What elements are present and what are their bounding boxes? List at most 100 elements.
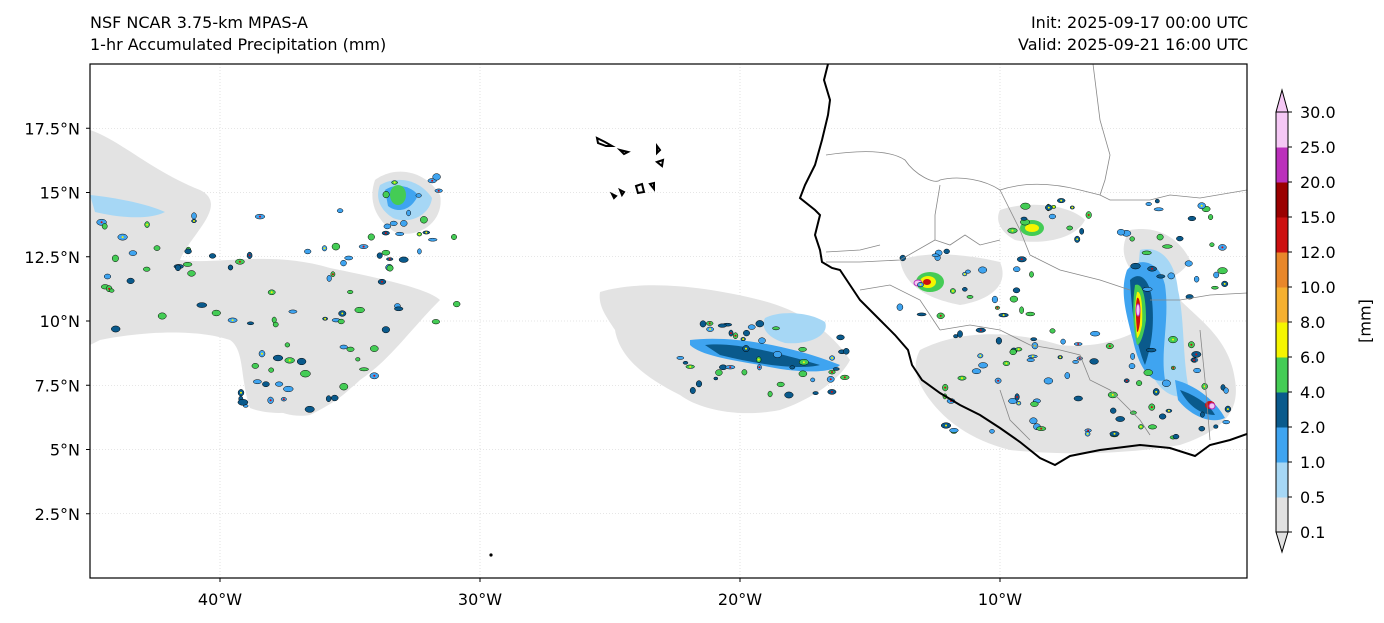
precip-cell-core: [331, 273, 334, 276]
precip-cell: [957, 330, 963, 338]
precip-cell: [1176, 235, 1184, 242]
precip-cell: [1222, 420, 1230, 425]
precip-cell: [367, 233, 375, 241]
precip-cell: [191, 212, 197, 220]
precip-cell-core: [742, 338, 745, 341]
precip-cell: [1029, 271, 1034, 278]
precip-cell-core: [831, 357, 834, 359]
precip-cell-core: [384, 232, 387, 235]
precip-cell-core: [261, 352, 263, 355]
precip-cell-core: [1059, 356, 1062, 359]
precip-cell: [227, 264, 234, 271]
precip-cell: [370, 345, 379, 352]
colorbar-extend-min: [1275, 531, 1289, 554]
precip-cell-core: [1076, 238, 1079, 241]
precip-cell: [1048, 213, 1056, 220]
precip-cell-core: [288, 359, 291, 362]
precip-cell-core: [1193, 359, 1195, 362]
precip-cell: [325, 395, 332, 403]
precip-cell: [304, 405, 315, 413]
precip-cell: [184, 248, 192, 255]
precip-cell-core: [1125, 379, 1128, 382]
precip-cell-core: [831, 371, 833, 374]
colorbar-segment: [1276, 322, 1288, 358]
precip-cell: [417, 248, 422, 255]
precip-cell: [428, 237, 438, 242]
precip-cell: [966, 295, 974, 299]
precip-cell: [381, 326, 390, 334]
colorbar-segment: [1276, 287, 1288, 323]
precip-cell-core: [1005, 362, 1008, 365]
precip-cell: [810, 377, 816, 383]
precip-cell: [971, 368, 982, 375]
precip-cell: [451, 234, 457, 240]
precip-cell: [695, 380, 703, 388]
precip-cell: [300, 370, 311, 378]
precip-cell: [1064, 372, 1071, 380]
precip-cell: [1116, 228, 1126, 236]
colorbar-tick-label: 15.0: [1300, 208, 1336, 227]
precip-cell-core: [1226, 408, 1229, 411]
precip-cell: [283, 385, 294, 393]
precip-cell-core: [758, 366, 761, 369]
precip-cell: [1072, 360, 1079, 364]
precip-cell-core: [1190, 343, 1193, 346]
title-block: NSF NCAR 3.75-km MPAS-A 1-hr Accumulated…: [90, 12, 386, 56]
precip-cell: [1066, 225, 1073, 231]
precip-cell-core: [1071, 206, 1074, 209]
precip-cell: [931, 253, 940, 258]
precip-cell: [772, 326, 780, 331]
precip-cell: [1142, 287, 1153, 292]
precip-cell: [251, 363, 259, 369]
island-marker: [489, 553, 493, 557]
lon-tick-label: 20°W: [718, 590, 762, 609]
precip-cell: [1223, 387, 1229, 394]
precip-cell: [1019, 306, 1024, 314]
precip-cell: [1211, 285, 1219, 290]
precip-cell: [331, 242, 341, 251]
precip-cell: [784, 391, 794, 399]
precip-cell-core: [919, 283, 922, 286]
precip-cell: [304, 248, 312, 255]
precip-cell: [208, 253, 217, 259]
precip-cell-core: [730, 332, 732, 335]
precip-cell: [1167, 272, 1175, 280]
precip-cell: [143, 266, 151, 272]
precip-cell: [376, 252, 383, 259]
coastline: [595, 64, 1247, 467]
precip-cell: [1020, 202, 1031, 210]
precip-cell: [182, 262, 193, 267]
precip-cell: [1049, 328, 1056, 334]
precip-cell-core: [431, 179, 434, 182]
valid-time: Valid: 2025-09-21 16:00 UTC: [1017, 35, 1248, 54]
precip-cell-core: [829, 378, 832, 381]
precip-cell: [237, 399, 249, 406]
colorbar-segment: [1276, 462, 1288, 498]
precip-cell-core: [944, 386, 947, 389]
precip-cell-core: [1017, 402, 1020, 405]
colorbar-segment: [1276, 252, 1288, 288]
precip-cell-core: [381, 280, 383, 283]
precip-cell: [1030, 401, 1039, 407]
precip-cell: [1156, 233, 1164, 241]
precip-cell: [157, 312, 167, 320]
precip-cell: [336, 208, 344, 214]
precip-cell-core: [1031, 355, 1034, 358]
precip-cell: [1115, 416, 1125, 422]
precip-cell-core: [1052, 205, 1055, 208]
precip-cell: [1129, 236, 1135, 242]
precip-cell: [1130, 352, 1135, 360]
precip-cell: [339, 383, 349, 391]
precip-cell-core: [1078, 357, 1081, 360]
precip-cell-core: [757, 358, 760, 361]
precip-cell: [676, 356, 685, 360]
precip-cell: [812, 391, 819, 395]
precip-cell-core: [1151, 267, 1154, 270]
colorbar-tick-label: 6.0: [1300, 348, 1325, 367]
precip-cell-core: [979, 354, 982, 357]
precip-cell-core: [1113, 432, 1116, 435]
precip-cell: [978, 266, 988, 274]
lat-tick-label: 12.5°N: [24, 248, 80, 267]
precip-cell: [296, 357, 307, 366]
